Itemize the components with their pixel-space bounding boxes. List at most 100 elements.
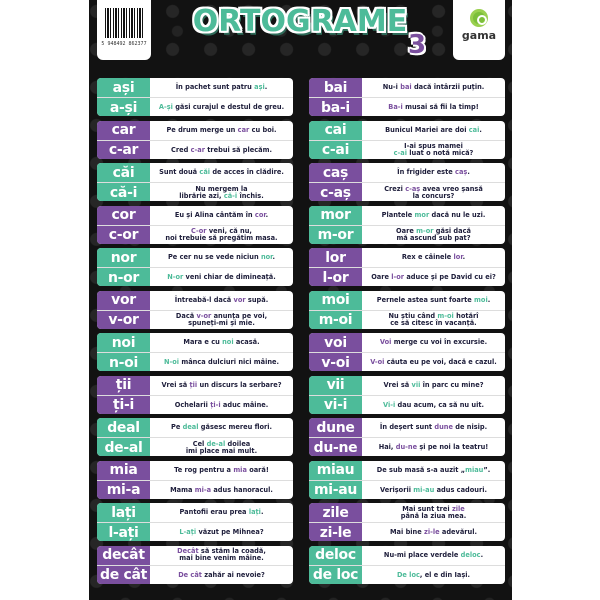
orthogram-word: cai bbox=[309, 120, 362, 140]
sentence-text: Vrei să vii în parc cu mine? bbox=[383, 381, 483, 389]
orthogram-row: ba-i Ba-i musai să fii la timp! bbox=[309, 97, 505, 116]
highlighted-word: că-i bbox=[223, 191, 238, 200]
sentence-part: Vrei să bbox=[161, 380, 190, 389]
sentence-part: văzut pe Mihnea? bbox=[196, 528, 264, 536]
sentence-text: Plantele mor dacă nu le uzi. bbox=[381, 210, 486, 219]
barcode-image bbox=[105, 8, 143, 38]
orthogram-row: mi-au Verișorii mi-au adus cadouri. bbox=[309, 479, 505, 499]
highlighted-word: N-oi bbox=[163, 358, 180, 366]
highlighted-word: miau bbox=[465, 465, 484, 474]
example-sentence: Voi merge cu voi în excursie. bbox=[362, 333, 505, 352]
highlighted-word: cai bbox=[468, 125, 480, 134]
sentence-part: . bbox=[462, 253, 466, 261]
orthogram-card: ții Vrei să ții un discurs la serbare? ți-… bbox=[97, 375, 293, 414]
sentence-text: Întreabă-l dacă vor supă. bbox=[175, 295, 268, 304]
highlighted-word: zile bbox=[451, 504, 465, 513]
orthogram-row: nor Pe cer nu se vede niciun nor. bbox=[97, 248, 293, 267]
example-sentence: Vi-i dau acum, ca să nu uit. bbox=[362, 396, 505, 414]
sentence-text: Mama mi-a adus hanoracul. bbox=[170, 486, 273, 494]
orthogram-word: lor bbox=[309, 248, 362, 267]
sentence-text: Pe drum merge un car cu boi. bbox=[166, 125, 276, 134]
highlighted-word: vor bbox=[233, 295, 246, 304]
orthogram-row: voi Voi merge cu voi în excursie. bbox=[309, 333, 505, 352]
example-sentence: În frigider este caș. bbox=[362, 163, 505, 182]
example-sentence: Plantele mor dacă nu le uzi. bbox=[362, 206, 505, 225]
orthogram-word: de-al bbox=[97, 438, 150, 456]
orthogram-row: dune În deșert sunt dune de nisip. bbox=[309, 418, 505, 437]
sentence-text: Hai, du-ne și pe noi la teatru! bbox=[379, 444, 489, 451]
orthogram-row: car Pe drum merge un car cu boi. bbox=[97, 120, 293, 140]
sentence-part: . bbox=[265, 210, 269, 219]
orthogram-word: n-oi bbox=[97, 353, 150, 371]
sentence-text: Decât să stăm la coadă, mai bine venim m… bbox=[177, 548, 266, 562]
orthogram-word: bai bbox=[309, 78, 362, 97]
orthogram-card: voi Voi merge cu voi în excursie. v-oi V-oi… bbox=[309, 333, 505, 371]
sentence-part: Pantofii erau prea bbox=[179, 508, 249, 516]
sentence-text: L-ați văzut pe Mihnea? bbox=[179, 529, 263, 536]
orthogram-row: de cât De cât zahăr ai nevoie? bbox=[97, 564, 293, 584]
orthogram-card: bai Nu-i bai dacă întârzii puțin. ba-i Ba-i… bbox=[309, 78, 505, 116]
highlighted-word: Ba-i bbox=[388, 103, 403, 111]
orthogram-row: zi-le Mai bine zi-le adevărul. bbox=[309, 522, 505, 541]
orthogram-card: deloc Nu-mi place verdele deloc. de loc De … bbox=[309, 545, 505, 584]
highlighted-word: De loc bbox=[396, 570, 420, 579]
orthogram-word: l-or bbox=[309, 268, 362, 286]
sentence-part: adevărul. bbox=[439, 528, 477, 536]
sentence-part: merge cu voi în excursie. bbox=[391, 338, 488, 346]
example-sentence: Întreabă-l dacă vor supă. bbox=[150, 291, 293, 310]
orthogram-row: deloc Nu-mi place verdele deloc. bbox=[309, 545, 505, 565]
sentence-text: Voi merge cu voi în excursie. bbox=[380, 339, 487, 346]
orthogram-word: de cât bbox=[97, 565, 150, 584]
sentence-part: să stăm la coadă, mai bine venim mâine. bbox=[179, 547, 266, 562]
orthogram-row: vor Întreabă-l dacă vor supă. bbox=[97, 290, 293, 310]
orthogram-word: car bbox=[97, 120, 150, 140]
highlighted-word: dune bbox=[434, 423, 453, 431]
orthogram-row: noi Mara e cu noi acasă. bbox=[97, 333, 293, 352]
highlighted-word: c-ai bbox=[393, 149, 407, 157]
example-sentence: Te rog pentru a mia oară! bbox=[150, 461, 293, 480]
sentence-text: N-or veni chiar de dimineață. bbox=[167, 274, 276, 281]
orthogram-card: miau De sub masă s-a auzit „miau”. mi-au Ve… bbox=[309, 460, 505, 499]
orthogram-word: c-ai bbox=[309, 140, 362, 159]
sentence-part: . bbox=[264, 83, 268, 91]
orthogram-row: vi-i Vi-i dau acum, ca să nu uit. bbox=[309, 394, 505, 414]
highlighted-word: mi-au bbox=[413, 485, 435, 494]
orthogram-word: decât bbox=[97, 545, 150, 565]
orthogram-word: vi-i bbox=[309, 395, 362, 414]
orthogram-word: mia bbox=[97, 460, 150, 480]
orthogram-word: c-or bbox=[97, 225, 150, 244]
sentence-part: Pe drum merge un bbox=[166, 125, 238, 134]
highlighted-word: lați bbox=[248, 508, 261, 516]
highlighted-word: c-aș bbox=[405, 184, 421, 193]
sentence-part: . bbox=[480, 550, 484, 559]
example-sentence: Vrei să ții un discurs la serbare? bbox=[150, 376, 293, 395]
sentence-text: Verișorii mi-au adus cadouri. bbox=[380, 485, 487, 494]
example-sentence: În deșert sunt dune de nisip. bbox=[362, 418, 505, 437]
example-sentence: În pachet sunt patru ași. bbox=[150, 78, 293, 97]
orthogram-word: de loc bbox=[309, 565, 362, 584]
sentence-part: Plantele bbox=[381, 210, 415, 219]
sentence-text: Eu și Alina cântăm în cor. bbox=[175, 210, 269, 219]
orthogram-word: deloc bbox=[309, 545, 362, 565]
example-sentence: Cel de-al doilea îmi place mai mult. bbox=[150, 438, 293, 456]
highlighted-word: lor bbox=[453, 253, 463, 261]
orthogram-word: ba-i bbox=[309, 98, 362, 116]
sentence-part: și pe noi la teatru! bbox=[417, 443, 489, 451]
sentence-text: De loc, el e din Iași. bbox=[396, 570, 470, 579]
orthogram-card: lor Rex e câinele lor. l-or Oare l-or aduce… bbox=[309, 248, 505, 286]
highlighted-word: mia bbox=[233, 465, 247, 474]
orthogram-row: decât Decât să stăm la coadă, mai bine ve… bbox=[97, 545, 293, 565]
example-sentence: Oare l-or aduce și pe David cu ei? bbox=[362, 268, 505, 286]
highlighted-word: A-și bbox=[158, 103, 173, 111]
highlighted-word: ași bbox=[254, 83, 265, 91]
example-sentence: N-or veni chiar de dimineață. bbox=[150, 268, 293, 286]
orthogram-card: mia Te rog pentru a mia oară! mi-a Mama mi-… bbox=[97, 460, 293, 499]
orthogram-row: că-i Nu mergem la librărie azi, că-i înch… bbox=[97, 182, 293, 201]
example-sentence: Eu și Alina cântăm în cor. bbox=[150, 206, 293, 225]
sentence-part: Sunt două bbox=[159, 168, 200, 176]
sentence-part: căuta eu pe voi, dacă e cazul. bbox=[384, 358, 497, 366]
orthogram-card: moi Pernele astea sunt foarte moi. m-oi Nu … bbox=[309, 290, 505, 329]
sentence-text: De cât zahăr ai nevoie? bbox=[178, 571, 265, 579]
highlighted-word: c-ar bbox=[190, 145, 205, 154]
sentence-part: dau acum, ca să nu uit. bbox=[395, 400, 485, 409]
